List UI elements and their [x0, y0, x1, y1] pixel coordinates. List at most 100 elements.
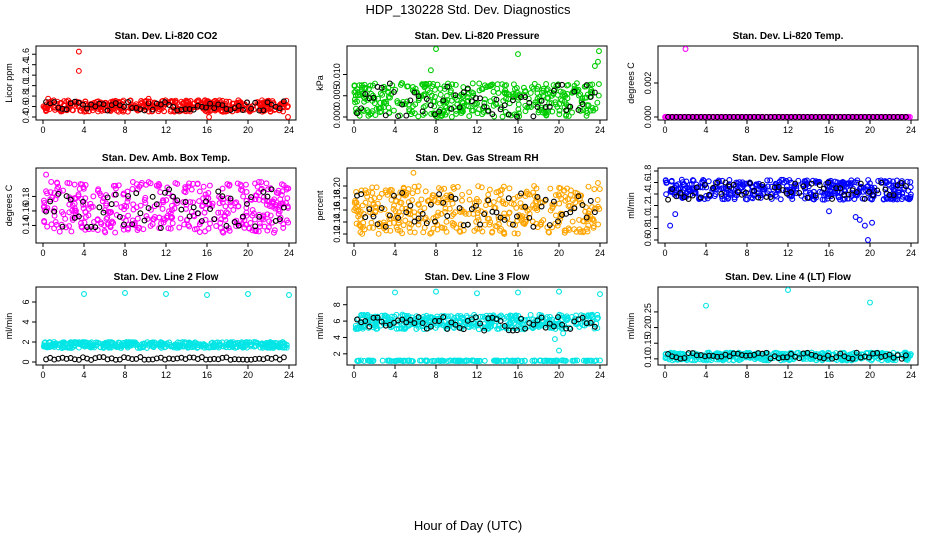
- scatter-point: [464, 94, 471, 100]
- scatter-point: [506, 220, 513, 227]
- scatter-point: [370, 201, 377, 208]
- scatter-point: [105, 339, 112, 346]
- scatter-point: [545, 94, 552, 101]
- scatter-point: [272, 205, 279, 212]
- scatter-point: [193, 225, 200, 232]
- y-tick-label: 0.005: [332, 84, 342, 107]
- black-point: [890, 114, 897, 120]
- black-point: [567, 325, 574, 332]
- outlier-point: [785, 287, 791, 293]
- scatter-point: [663, 179, 670, 186]
- outlier-point: [703, 302, 709, 309]
- scatter-point: [399, 80, 406, 87]
- scatter-point: [395, 325, 402, 332]
- black-point: [125, 99, 132, 105]
- scatter-point: [221, 213, 228, 220]
- scatter-point: [247, 219, 254, 226]
- scatter-point: [71, 339, 78, 346]
- y-tick-label: 0.8: [21, 90, 31, 103]
- scatter-point: [848, 190, 855, 197]
- x-tick-label: 0: [40, 370, 45, 380]
- black-point: [96, 100, 103, 107]
- panel-title: Stan. Dev. Gas Stream RH: [415, 153, 538, 164]
- scatter-point: [181, 221, 188, 228]
- scatter-point: [522, 357, 528, 364]
- black-point: [252, 223, 259, 230]
- scatter-point: [219, 228, 226, 235]
- black-point: [157, 225, 164, 231]
- black-point: [415, 215, 422, 222]
- scatter-point: [423, 81, 430, 87]
- scatter-point: [556, 111, 563, 118]
- scatter-point: [480, 313, 486, 320]
- scatter-point: [359, 202, 366, 209]
- scatter-point: [744, 196, 751, 203]
- black-point: [477, 95, 484, 102]
- black-point: [898, 355, 905, 362]
- black-point: [260, 107, 267, 114]
- black-point: [546, 103, 553, 110]
- scatter-point: [437, 100, 443, 107]
- scatter-point: [483, 104, 490, 111]
- scatter-point: [469, 80, 476, 87]
- scatter-point: [875, 190, 882, 197]
- scatter-point: [157, 189, 164, 196]
- scatter-point: [878, 350, 885, 357]
- black-point: [820, 114, 827, 120]
- x-tick-label: 16: [202, 248, 212, 258]
- scatter-point: [740, 182, 747, 189]
- outlier-point: [667, 222, 674, 229]
- black-point: [710, 114, 717, 120]
- black-point: [386, 80, 393, 87]
- black-point: [207, 100, 214, 107]
- scatter-point: [260, 194, 267, 201]
- scatter-point: [533, 205, 540, 212]
- scatter-point: [379, 91, 386, 98]
- scatter-point: [56, 228, 63, 235]
- scatter-point: [514, 230, 521, 237]
- outlier-point: [856, 216, 863, 223]
- scatter-point: [727, 349, 734, 356]
- scatter-point: [725, 195, 731, 202]
- scatter-point: [196, 198, 203, 205]
- scatter-point: [594, 314, 601, 321]
- scatter-point: [227, 199, 234, 206]
- black-point: [886, 114, 893, 120]
- scatter-point: [431, 98, 438, 105]
- black-point: [280, 98, 287, 105]
- black-point: [579, 314, 586, 321]
- scatter-point: [441, 357, 448, 364]
- scatter-point: [511, 320, 518, 327]
- black-point: [734, 114, 741, 120]
- data-points: [40, 290, 292, 363]
- black-point: [522, 203, 529, 210]
- x-tick-label: 16: [202, 370, 212, 380]
- scatter-point: [375, 230, 382, 237]
- scatter-point: [275, 187, 282, 194]
- scatter-point: [66, 223, 73, 230]
- scatter-point: [68, 339, 75, 346]
- scatter-point: [494, 85, 501, 92]
- scatter-point: [283, 184, 290, 191]
- black-point: [755, 114, 762, 120]
- black-point: [358, 105, 365, 112]
- scatter-point: [272, 203, 279, 210]
- scatter-point: [520, 84, 527, 91]
- x-tick-label: 0: [40, 125, 45, 135]
- scatter-point: [443, 218, 450, 225]
- outlier-point: [556, 347, 562, 354]
- scatter-point: [79, 181, 86, 188]
- black-point: [689, 114, 696, 120]
- scatter-point: [69, 207, 76, 214]
- black-point: [534, 104, 541, 110]
- scatter-point: [517, 200, 524, 207]
- black-point: [550, 198, 557, 205]
- black-point: [878, 114, 885, 120]
- scatter-point: [226, 227, 233, 234]
- black-point: [894, 352, 901, 359]
- scatter-point: [243, 197, 250, 204]
- black-point: [591, 209, 598, 216]
- scatter-point: [409, 197, 416, 204]
- scatter-point: [573, 228, 580, 235]
